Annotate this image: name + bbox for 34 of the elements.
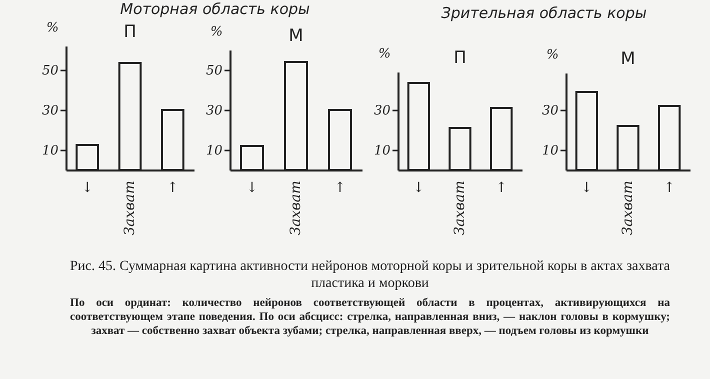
x-tick-label: Захват <box>122 180 138 236</box>
x-tick-label: ↑ <box>663 180 676 196</box>
y-tick-label: 50 <box>206 64 222 78</box>
x-tick-label: ↓ <box>412 180 425 196</box>
y-tick-label: 30 <box>374 104 390 118</box>
x-tick-label: Захват <box>620 180 636 236</box>
x-tick-label: ↓ <box>580 180 593 196</box>
y-tick-label: 10 <box>374 144 390 158</box>
x-tick-label: ↑ <box>334 180 346 196</box>
x-tick-label: Захват <box>452 180 468 236</box>
x-tick-label: Захват <box>288 180 304 236</box>
y-tick-label: 30 <box>42 104 58 118</box>
text: Зрительная область коры <box>440 4 648 22</box>
chart-title: М <box>620 49 636 69</box>
y-axis-title: % <box>378 46 391 62</box>
y-axis-title: % <box>210 24 223 40</box>
y-axis-title: % <box>46 20 59 36</box>
text: Рис. 45. Суммарная картина активности нейронов моторной коры и зрительной коры в актах захвата пластика и моркови <box>70 258 670 292</box>
text: По оси ординат: количество нейронов соответствующей области в процентах, активирующихся на соответствующем этапе поведения. По оси абсцисс: стрелка, направленная вниз, — наклон головы в кормушку; захват — собственно захват объекта зубами; стрелка, направленная вверх, — подъем головы из кормушки <box>70 296 670 338</box>
x-tick-label: ↓ <box>81 180 94 196</box>
x-tick-label: ↑ <box>166 180 179 196</box>
chart-title: М <box>288 26 304 46</box>
chart-title: П <box>454 48 466 68</box>
y-tick-label: 50 <box>42 64 58 78</box>
y-tick-label: 30 <box>542 104 558 118</box>
y-tick-label: 10 <box>542 144 558 158</box>
text: Моторная область коры <box>119 0 311 18</box>
x-tick-label: ↓ <box>246 180 258 196</box>
y-tick-label: 10 <box>42 144 58 158</box>
x-tick-label: ↑ <box>495 180 508 196</box>
y-tick-label: 10 <box>206 144 222 158</box>
y-tick-label: 30 <box>206 104 222 118</box>
y-axis-title: % <box>546 48 559 62</box>
chart-title: П <box>124 22 136 42</box>
